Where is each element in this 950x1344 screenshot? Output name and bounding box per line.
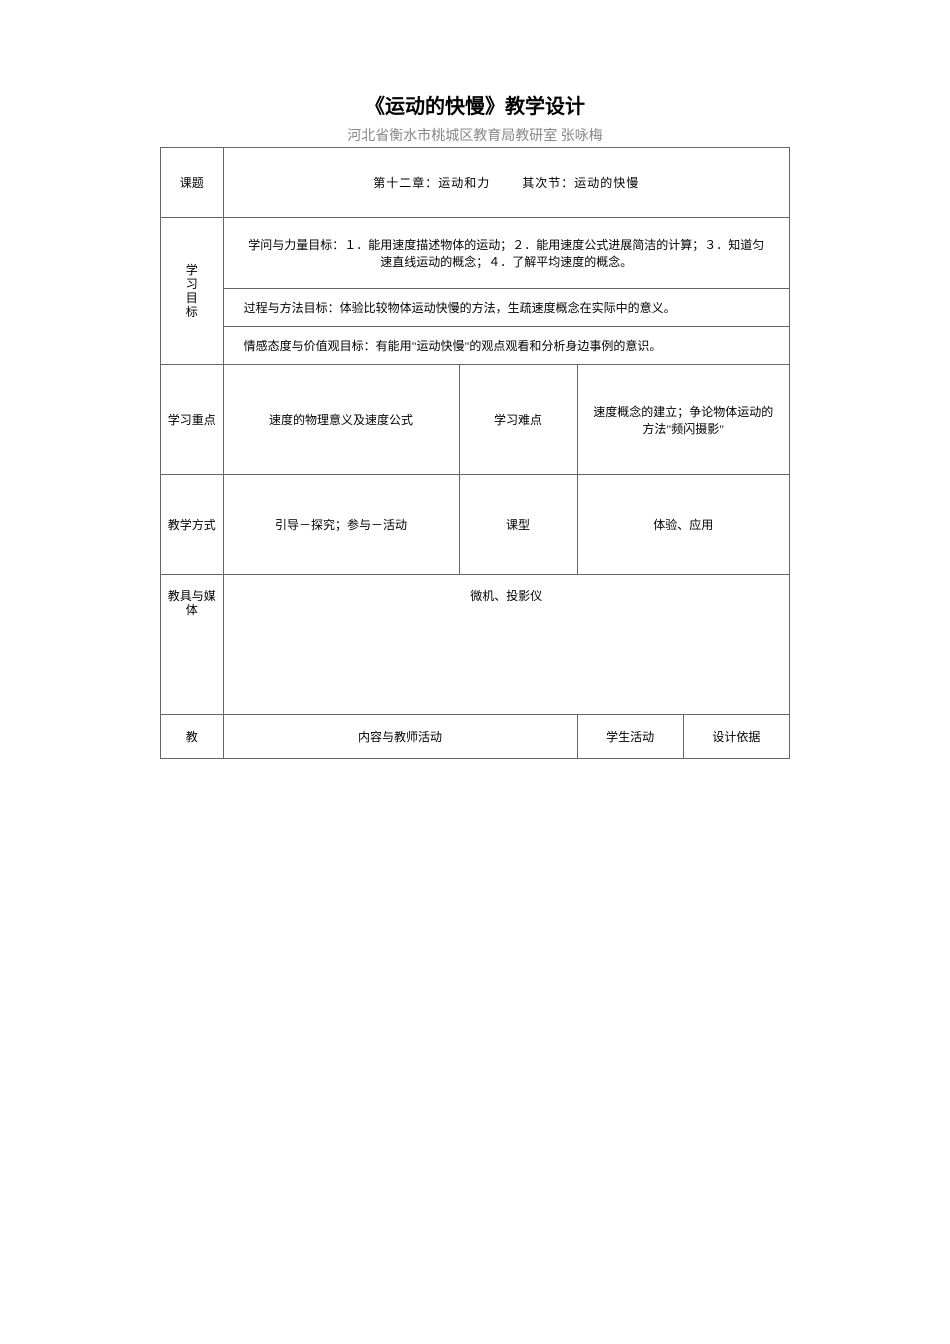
table-row-goals-process: 过程与方法目标：体验比较物体运动快慢的方法，生疏速度概念在实际中的意义。 xyxy=(161,289,790,327)
label-difficulty: 学习难点 xyxy=(459,365,577,475)
table-row-proc-header: 教 内容与教师活动 学生活动 设计依据 xyxy=(161,715,790,759)
cell-method: 引导－探究；参与－活动 xyxy=(223,475,459,575)
label-student: 学生活动 xyxy=(577,715,683,759)
page-subtitle: 河北省衡水市桃城区教育局教研室 张咏梅 xyxy=(160,125,790,145)
label-lesson-type: 课型 xyxy=(459,475,577,575)
table-row-tools: 教具与媒体 微机、投影仪 xyxy=(161,575,790,715)
cell-goals-attitude: 情感态度与价值观目标：有能用"运动快慢"的观点观看和分析身边事例的意识。 xyxy=(223,327,789,365)
label-method: 教学方式 xyxy=(161,475,224,575)
table-row-keypoint: 学习重点 速度的物理意义及速度公式 学习难点 速度概念的建立；争论物体运动的方法… xyxy=(161,365,790,475)
label-content: 内容与教师活动 xyxy=(223,715,577,759)
table-row-topic: 课题 第十二章：运动和力 其次节：运动的快慢 xyxy=(161,148,790,218)
page-title: 《运动的快慢》教学设计 xyxy=(160,90,790,119)
label-proc: 教 xyxy=(161,715,224,759)
cell-difficulty: 速度概念的建立；争论物体运动的方法"频闪摄影" xyxy=(577,365,789,475)
cell-lesson-type: 体验、应用 xyxy=(577,475,789,575)
table-row-goals-attitude: 情感态度与价值观目标：有能用"运动快慢"的观点观看和分析身边事例的意识。 xyxy=(161,327,790,365)
label-keypoint: 学习重点 xyxy=(161,365,224,475)
label-tools: 教具与媒体 xyxy=(161,575,224,715)
cell-topic: 第十二章：运动和力 其次节：运动的快慢 xyxy=(223,148,789,218)
table-row-method: 教学方式 引导－探究；参与－活动 课型 体验、应用 xyxy=(161,475,790,575)
topic-section: 其次节：运动的快慢 xyxy=(522,176,639,190)
lesson-plan-table: 课题 第十二章：运动和力 其次节：运动的快慢 学习目标 学问与力量目标：１．能用… xyxy=(160,147,790,759)
cell-goals-process: 过程与方法目标：体验比较物体运动快慢的方法，生疏速度概念在实际中的意义。 xyxy=(223,289,789,327)
cell-tools: 微机、投影仪 xyxy=(223,575,789,715)
table-row-goals-main: 学习目标 学问与力量目标：１．能用速度描述物体的运动；２．能用速度公式进展简洁的… xyxy=(161,218,790,289)
label-topic: 课题 xyxy=(161,148,224,218)
cell-keypoint: 速度的物理意义及速度公式 xyxy=(223,365,459,475)
topic-chapter: 第十二章：运动和力 xyxy=(373,176,490,190)
label-goals: 学习目标 xyxy=(161,218,224,365)
cell-goals-main: 学问与力量目标：１．能用速度描述物体的运动；２．能用速度公式进展简洁的计算；３．… xyxy=(223,218,789,289)
label-basis: 设计依据 xyxy=(683,715,789,759)
